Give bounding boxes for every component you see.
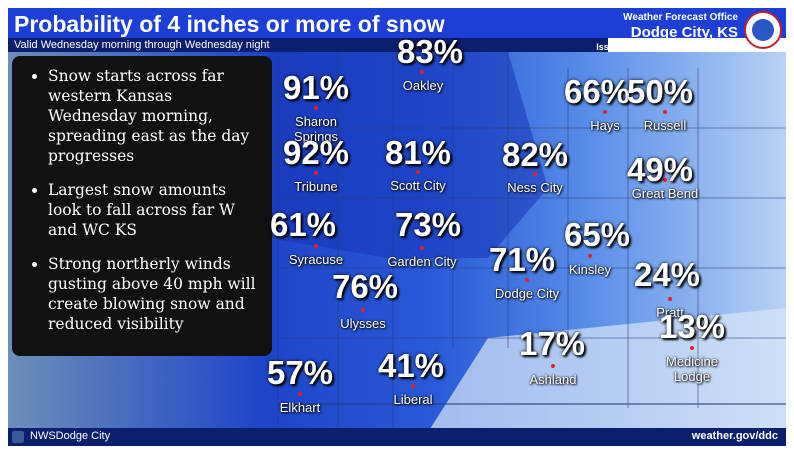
city-name: Scott City xyxy=(390,178,446,193)
snow-probability: 66% xyxy=(563,73,631,110)
snow-probability: 61% xyxy=(269,206,337,243)
social-icon xyxy=(12,431,24,443)
snow-probability: 50% xyxy=(626,73,694,110)
city-name: Oakley xyxy=(402,78,444,93)
city-name: Medicine Lodge xyxy=(665,354,719,384)
issued-time: Issued Feb 14, 2023 8:37 AM CST xyxy=(596,42,738,52)
snow-probability: 73% xyxy=(394,206,462,243)
city-name: Tribune xyxy=(294,179,338,194)
city-dot xyxy=(533,172,537,176)
snow-probability: 65% xyxy=(563,216,631,253)
city-name: Pratt xyxy=(656,305,684,320)
bullet-list: Snow starts across far western Kansas We… xyxy=(32,66,260,334)
office: Weather Forecast Office xyxy=(623,12,738,23)
city-dot xyxy=(314,171,318,175)
snow-probability: 81% xyxy=(384,134,452,171)
city-name: Hays xyxy=(590,118,620,133)
city-dot xyxy=(298,392,302,396)
footer-bar xyxy=(8,428,786,446)
city-name: Ness City xyxy=(507,180,563,195)
city-name: Elkhart xyxy=(279,400,321,415)
snow-probability: 13% xyxy=(658,308,726,345)
snow-probability: 83% xyxy=(396,33,464,70)
snow-probability: 76% xyxy=(331,268,399,305)
city-dot xyxy=(690,346,694,350)
city-name: Garden City xyxy=(387,254,457,269)
city-name: Sharon Springs xyxy=(293,114,339,144)
snow-probability: 41% xyxy=(377,347,445,384)
snow-probability: 82% xyxy=(501,136,569,173)
snow-probability: 24% xyxy=(633,256,701,293)
city-name: Russell xyxy=(643,118,687,133)
city-dot xyxy=(551,364,555,368)
snow-probability: 91% xyxy=(282,69,350,106)
city-name: Dodge City xyxy=(494,286,560,301)
snow-probability: 49% xyxy=(626,151,694,188)
city-dot xyxy=(525,278,529,282)
title: Probability of 4 inches or more of snow xyxy=(14,11,445,37)
graphic: Probability of 4 inches or more of snow … xyxy=(8,8,786,446)
city-name: Syracuse xyxy=(288,252,344,267)
city-name: Liberal xyxy=(393,392,433,407)
city-dot xyxy=(663,178,667,182)
city-dot xyxy=(603,110,607,114)
city-name: Ulysses xyxy=(340,316,386,331)
city-dot xyxy=(314,244,318,248)
bullet: Snow starts across far western Kansas We… xyxy=(48,66,260,166)
light-snow-area xyxy=(428,308,786,432)
city-dot xyxy=(668,297,672,301)
city-dot xyxy=(588,254,592,258)
office-location: Dodge City, KS xyxy=(630,24,738,41)
snow-probability: 71% xyxy=(488,241,556,278)
city-name: Great Bend xyxy=(631,186,699,201)
summary-panel: Snow starts across far western Kansas We… xyxy=(12,56,272,356)
county-borders xyxy=(277,52,786,432)
snow-probability: 17% xyxy=(518,325,586,362)
city-dot xyxy=(361,308,365,312)
city-dot xyxy=(420,70,424,74)
city-dot xyxy=(663,110,667,114)
nws-logo xyxy=(744,11,782,49)
website: weather.gov/ddc xyxy=(691,430,778,442)
bullet: Strong northerly winds gusting above 40 … xyxy=(48,254,260,334)
subtitle-bar xyxy=(8,38,608,52)
city-name: Ashland xyxy=(529,372,577,387)
city-dot xyxy=(411,384,415,388)
city-dot xyxy=(416,170,420,174)
city-name: Kinsley xyxy=(569,262,611,277)
snow-probability: 57% xyxy=(266,354,334,391)
bullet: Largest snow amounts look to fall across… xyxy=(48,180,260,240)
title-bar xyxy=(8,8,786,38)
city-dot xyxy=(420,246,424,250)
snow-probability: 92% xyxy=(282,134,350,171)
city-dot xyxy=(314,106,318,110)
social-handle: NWSDodge City xyxy=(30,430,111,442)
subtitle: Valid Wednesday morning through Wednesda… xyxy=(14,39,270,51)
